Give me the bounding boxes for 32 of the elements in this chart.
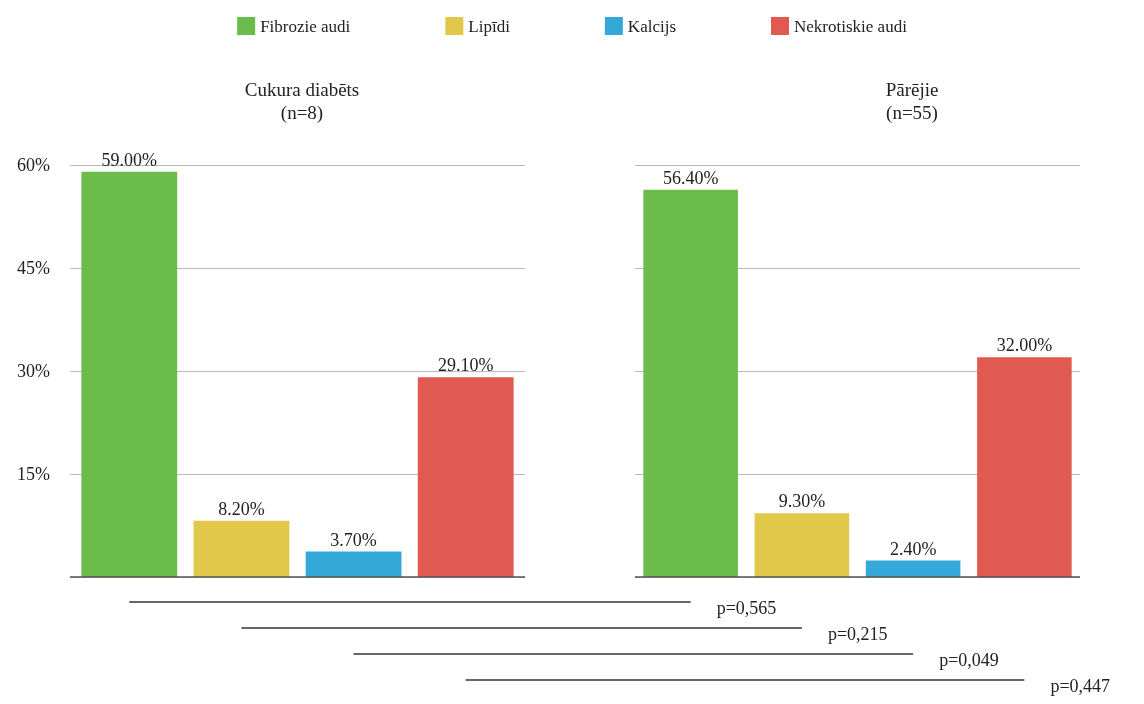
bar <box>865 560 961 577</box>
data-label: 56.40% <box>662 167 719 188</box>
chart-title: Cukura diabēts <box>244 79 360 100</box>
data-label: 9.30% <box>778 491 826 512</box>
bar <box>193 520 290 577</box>
y-tick-label: 30% <box>17 361 50 381</box>
text: p=0,215 <box>827 624 888 644</box>
y-tick-label: 60% <box>17 155 50 175</box>
bar <box>305 551 402 577</box>
chart-subtitle: (n=8) <box>280 102 324 124</box>
y-tick-label: 15% <box>17 464 50 484</box>
bar <box>81 171 178 577</box>
legend-label: Kalcijs <box>627 16 677 36</box>
data-label: 2.40% <box>889 538 937 559</box>
text: p=0,447 <box>1050 676 1111 696</box>
bar <box>417 377 514 577</box>
bar <box>643 189 738 577</box>
data-label: 3.70% <box>330 529 377 550</box>
y-tick-label: 45% <box>17 258 50 278</box>
chart-title: Pārējie <box>885 79 939 100</box>
data-label: 59.00% <box>101 149 158 170</box>
text: p=0,565 <box>716 598 777 618</box>
data-label: 8.20% <box>218 498 265 519</box>
text: p=0,049 <box>939 650 999 670</box>
data-label: 29.10% <box>437 355 494 376</box>
data-label: 32.00% <box>996 335 1053 356</box>
legend-label: Fibrozie audi <box>260 16 351 36</box>
chart-subtitle: (n=55) <box>886 102 938 124</box>
legend-label: Nekrotiskie audi <box>794 16 908 36</box>
bar <box>977 357 1072 577</box>
bar <box>754 513 850 577</box>
legend-label: Lipīdi <box>468 16 511 36</box>
